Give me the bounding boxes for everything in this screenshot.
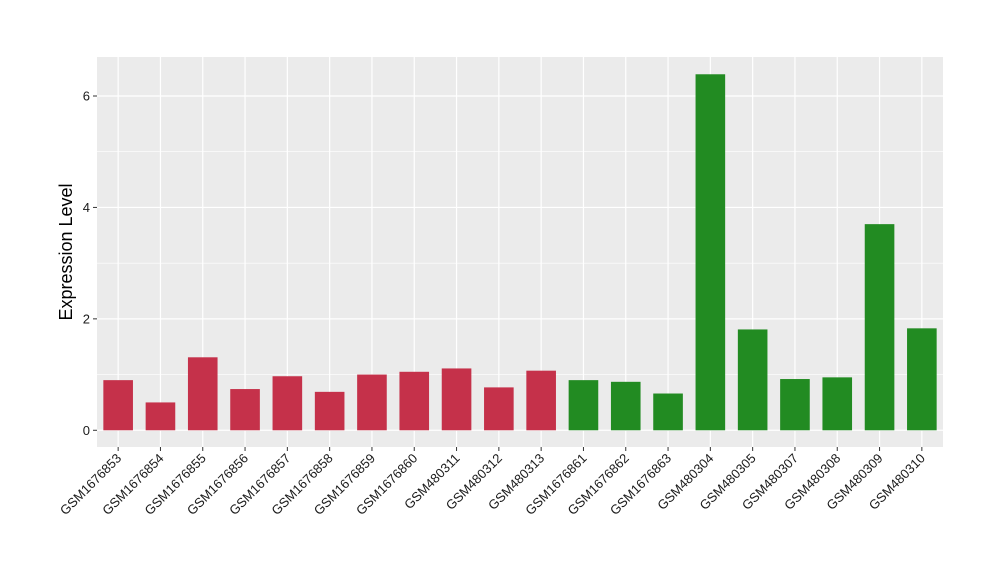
bar-gsm480310 xyxy=(907,328,937,431)
bar-gsm480305 xyxy=(737,329,768,431)
x-axis: GSM1676853GSM1676854GSM1676855GSM1676856… xyxy=(57,447,928,518)
y-axis: 0 2 4 6 xyxy=(83,89,97,438)
y-tick-label: 2 xyxy=(83,311,90,326)
y-tick-label: 4 xyxy=(83,200,90,215)
plot-panel xyxy=(97,57,943,447)
bar-gsm480311 xyxy=(441,368,472,431)
y-tick-label: 6 xyxy=(83,89,90,104)
bar-gsm1676860 xyxy=(399,371,430,431)
y-axis-title: Expression Level xyxy=(56,183,76,320)
bar-gsm480307 xyxy=(780,379,810,431)
bar-gsm480312 xyxy=(484,387,514,431)
bar-gsm1676857 xyxy=(272,376,303,431)
bar-gsm480313 xyxy=(526,370,556,431)
bar-gsm1676863 xyxy=(653,393,683,431)
grid-minor xyxy=(97,151,943,375)
bar-gsm1676861 xyxy=(568,380,599,431)
bar-gsm1676859 xyxy=(357,374,387,431)
bar-gsm1676854 xyxy=(145,402,176,431)
y-tick-label: 0 xyxy=(83,423,90,438)
bar-gsm480304 xyxy=(695,74,726,431)
bar-gsm1676856 xyxy=(230,389,260,431)
bar-gsm480309 xyxy=(864,224,895,431)
bars xyxy=(103,74,937,431)
bar-gsm1676858 xyxy=(314,391,345,431)
bar-gsm1676853 xyxy=(103,380,133,431)
bar-gsm1676862 xyxy=(610,381,641,431)
bar-gsm480308 xyxy=(822,377,853,431)
bar-gsm1676855 xyxy=(187,357,218,431)
